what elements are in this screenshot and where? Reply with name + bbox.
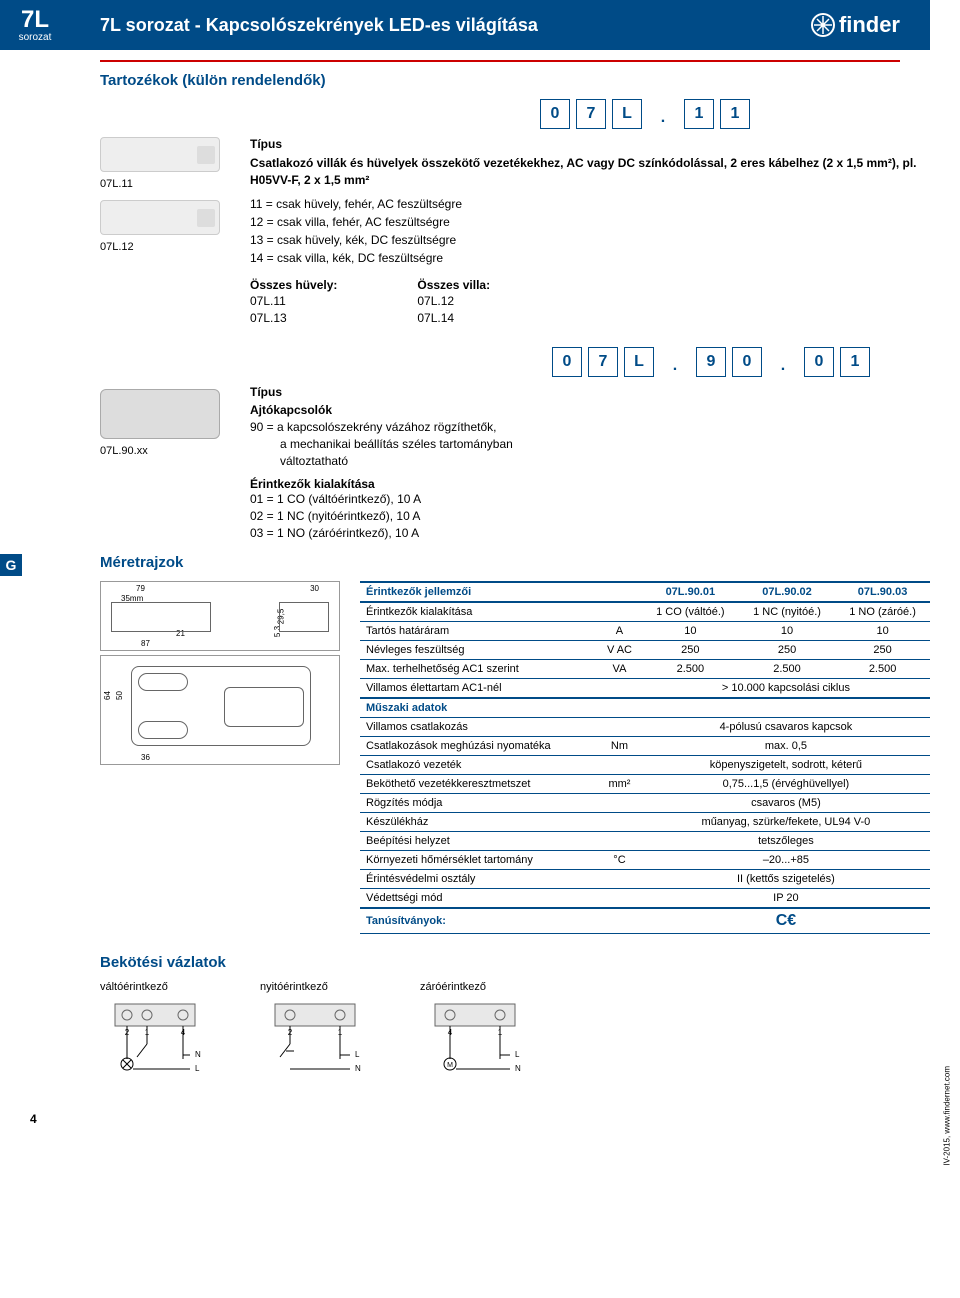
type-label: Típus: [250, 137, 930, 151]
table-row: Készülékházműanyag, szürke/fekete, UL94 …: [360, 812, 930, 831]
svg-text:L: L: [195, 1064, 200, 1073]
table-row: Beköthető vezetékkeresztmetszetmm²0,75..…: [360, 774, 930, 793]
connector-variants: 11 = csak hüvely, fehér, AC feszültségre…: [250, 195, 930, 267]
contact-config-header: Érintkezők kialakítása: [250, 477, 930, 491]
series-code: 7L: [0, 8, 70, 32]
spec-table: Érintkezők jellemzői 07L.90.01 07L.90.02…: [360, 581, 930, 934]
connector-image-1: [100, 137, 220, 172]
table-row: Villamos csatlakozás4-pólusú csavaros ka…: [360, 717, 930, 736]
svg-text:N: N: [355, 1064, 361, 1073]
table-row: Tartós határáramA 10 10 10: [360, 621, 930, 640]
door-switch-sub: Ajtókapcsolók: [250, 403, 930, 417]
svg-text:N: N: [515, 1064, 521, 1073]
part-number-2: 0 7 L . 9 0 . 0 1: [552, 347, 870, 377]
wiring-svg-no: 4 1 M L N: [420, 999, 540, 1089]
wiring-label-1: váltóérintkező: [100, 981, 220, 993]
door-switch-desc: 90 = a kapcsolószekrény vázához rögzíthe…: [250, 419, 930, 469]
part-number-1: 0 7 L . 1 1: [540, 99, 750, 129]
series-sub: sorozat: [0, 32, 70, 43]
page-title: 7L sorozat - Kapcsolószekrények LED-es v…: [70, 15, 811, 36]
wiring-svg-co: 2 1 4 N L: [100, 999, 220, 1089]
table-row: Max. terhelhetőség AC1 szerintVA 2.500 2…: [360, 659, 930, 678]
table-row-cert: Tanúsítványok: C€: [360, 908, 930, 934]
all-plugs-header: Összes villa:: [417, 277, 490, 294]
accessories-title: Tartozékok (külön rendelendők): [100, 72, 930, 89]
connector-label-2: 07L.12: [100, 241, 250, 253]
divider-red: [100, 60, 900, 62]
connector-label-1: 07L.11: [100, 178, 250, 190]
type-label-2: Típus: [250, 385, 930, 399]
table-row: Névleges feszültségV AC 250 250 250: [360, 640, 930, 659]
table-row: Csatlakozó vezetékköpenyszigetelt, sodro…: [360, 755, 930, 774]
table-row: Csatlakozások meghúzási nyomatékaNmmax. …: [360, 736, 930, 755]
wiring-title: Bekötési vázlatok: [100, 954, 930, 971]
table-row: Környezeti hőmérséklet tartomány°C–20...…: [360, 850, 930, 869]
wiring-label-3: záróérintkező: [420, 981, 540, 993]
door-switch-image: [100, 389, 220, 439]
dimension-drawings: 79 35mm 30 87 21 29,5 5,3 64 50 36: [100, 581, 360, 934]
section-tab-g: G: [0, 554, 22, 576]
svg-text:N: N: [195, 1050, 201, 1059]
table-row: Védettségi módIP 20: [360, 888, 930, 908]
connector-image-2: [100, 200, 220, 235]
table-row: Villamos élettartam AC1-nél > 10.000 kap…: [360, 678, 930, 698]
table-row: Érintkezők kialakítása 1 CO (váltóé.) 1 …: [360, 602, 930, 622]
page-number: 4: [30, 1112, 37, 1126]
side-footer: IV-2015, www.findernet.com: [943, 1066, 952, 1166]
brand-logo: finder: [811, 12, 930, 38]
svg-text:L: L: [515, 1050, 520, 1059]
wiring-diagrams: váltóérintkező 2 1 4 N L: [100, 981, 930, 1092]
brand-icon: [811, 13, 835, 37]
dimensions-title: Méretrajzok: [30, 554, 930, 571]
table-section-header: Műszaki adatok: [360, 698, 930, 718]
svg-text:M: M: [447, 1062, 453, 1069]
wiring-label-2: nyitóérintkező: [260, 981, 380, 993]
svg-text:L: L: [355, 1050, 360, 1059]
all-sockets-header: Összes hüvely:: [250, 277, 337, 294]
table-row: Beépítési helyzettetszőleges: [360, 831, 930, 850]
wiring-svg-nc: 2 1 L N: [260, 999, 380, 1089]
connector-description: Csatlakozó villák és hüvelyek összekötő …: [250, 155, 930, 189]
page-header: 7L sorozat 7L sorozat - Kapcsolószekrény…: [0, 0, 930, 50]
table-header-main: Érintkezők jellemzői: [360, 582, 597, 602]
contact-config-list: 01 = 1 CO (váltóérintkező), 10 A 02 = 1 …: [250, 491, 930, 541]
table-row: Rögzítés módjacsavaros (M5): [360, 793, 930, 812]
door-switch-label: 07L.90.xx: [100, 445, 250, 457]
table-row: Érintésvédelmi osztályII (kettős szigete…: [360, 869, 930, 888]
